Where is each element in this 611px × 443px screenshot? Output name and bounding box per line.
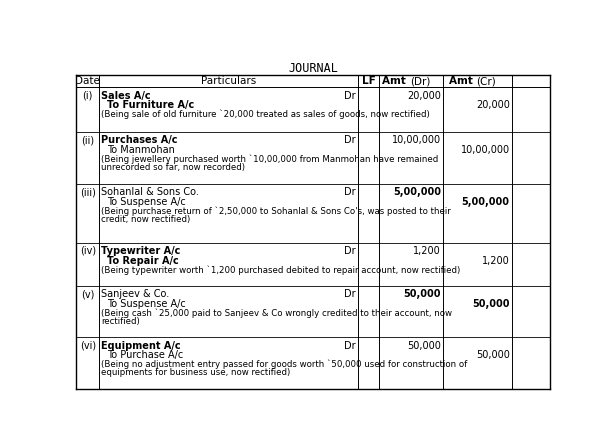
Text: credit, now rectified): credit, now rectified) [101,215,191,224]
Text: Dr: Dr [344,289,356,299]
Text: 5,00,000: 5,00,000 [393,187,441,198]
Text: 5,00,000: 5,00,000 [462,197,510,207]
Text: Dr: Dr [344,187,356,198]
Text: (iv): (iv) [79,246,96,256]
Text: (Being typewriter worth `1,200 purchased debited to repair account, now rectifie: (Being typewriter worth `1,200 purchased… [101,265,461,275]
Text: 10,00,000: 10,00,000 [392,136,441,145]
Text: Equipment A/c: Equipment A/c [101,341,181,350]
Text: Purchases A/c: Purchases A/c [101,136,178,145]
Text: (iii): (iii) [80,187,96,198]
Text: (Being no adjustment entry passed for goods worth `50,000 used for construction : (Being no adjustment entry passed for go… [101,360,468,369]
Text: To Repair A/c: To Repair A/c [107,256,179,265]
Text: Dr: Dr [344,91,356,101]
Text: (ii): (ii) [81,136,94,145]
Text: To Manmohan: To Manmohan [107,145,175,155]
Text: To Furniture A/c: To Furniture A/c [107,100,194,110]
Text: Dr: Dr [344,341,356,350]
Text: Date: Date [75,76,100,86]
Text: 1,200: 1,200 [413,246,441,256]
Text: 10,00,000: 10,00,000 [461,145,510,155]
Text: Sales A/c: Sales A/c [101,91,151,101]
Text: (vi): (vi) [79,341,96,350]
Text: (i): (i) [82,91,93,101]
Text: Sohanlal & Sons Co.: Sohanlal & Sons Co. [101,187,199,198]
Text: To Purchase A/c: To Purchase A/c [107,350,183,360]
Text: 1,200: 1,200 [482,256,510,265]
Text: (Being jewellery purchased worth `10,00,000 from Manmohan have remained: (Being jewellery purchased worth `10,00,… [101,155,439,164]
Text: 50,000: 50,000 [472,299,510,309]
Text: 50,000: 50,000 [403,289,441,299]
Text: To Suspense A/c: To Suspense A/c [107,197,186,207]
Text: equipments for business use, now rectified): equipments for business use, now rectifi… [101,368,291,377]
Text: (Cr): (Cr) [476,76,496,86]
Text: rectified): rectified) [101,317,140,326]
Text: JOURNAL: JOURNAL [288,62,338,75]
Text: To Suspense A/c: To Suspense A/c [107,299,186,309]
Text: Amt: Amt [382,76,410,86]
Text: 20,000: 20,000 [476,100,510,110]
Text: Dr: Dr [344,136,356,145]
Text: (Being sale of old furniture `20,000 treated as sales of goods, now rectified): (Being sale of old furniture `20,000 tre… [101,110,430,119]
Text: Typewriter A/c: Typewriter A/c [101,246,181,256]
Text: 50,000: 50,000 [476,350,510,360]
Text: (Being purchase return of `2,50,000 to Sohanlal & Sons Co's, was posted to their: (Being purchase return of `2,50,000 to S… [101,206,451,216]
Text: 50,000: 50,000 [407,341,441,350]
Text: (Dr): (Dr) [410,76,430,86]
Text: unrecorded so far, now recorded): unrecorded so far, now recorded) [101,163,246,171]
Text: LF: LF [362,76,376,86]
Text: Amt: Amt [448,76,476,86]
Text: Sanjeev & Co.: Sanjeev & Co. [101,289,170,299]
Text: 20,000: 20,000 [407,91,441,101]
Text: Dr: Dr [344,246,356,256]
Text: Particulars: Particulars [201,76,256,86]
Text: (Being cash `25,000 paid to Sanjeev & Co wrongly credited to their account, now: (Being cash `25,000 paid to Sanjeev & Co… [101,308,453,318]
Text: (v): (v) [81,289,95,299]
